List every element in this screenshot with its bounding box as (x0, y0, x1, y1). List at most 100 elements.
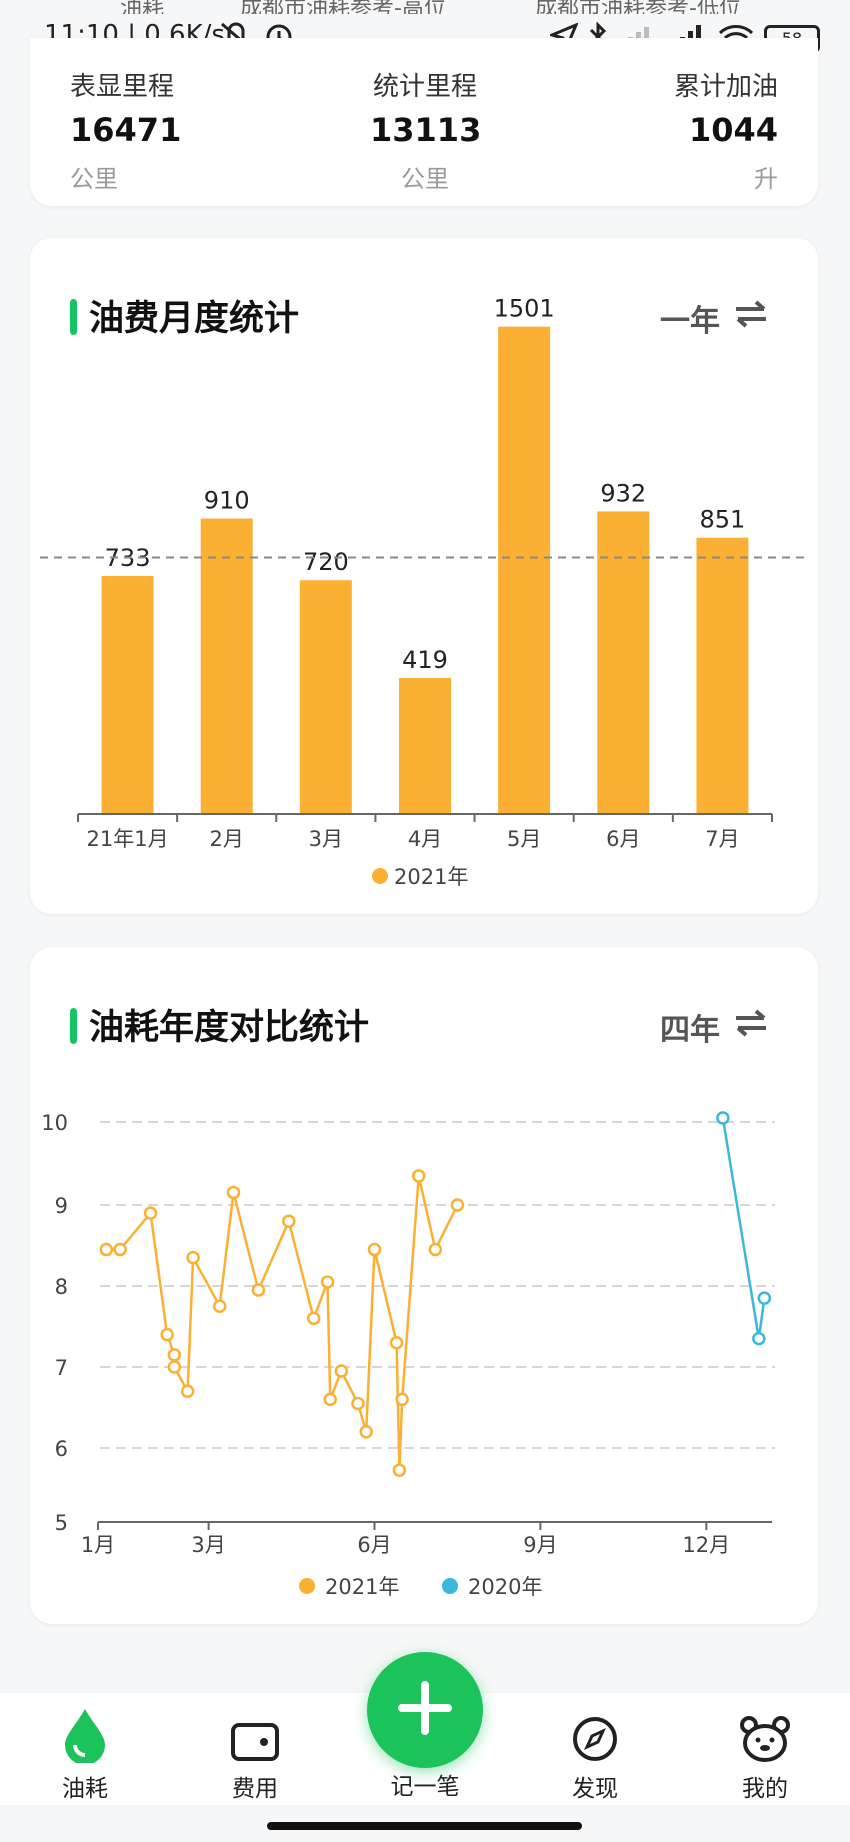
tab-label: 发现 (572, 1776, 618, 1802)
summary-odometer: 表显里程 16471 公里 (70, 66, 181, 194)
bar-2 (200, 518, 253, 814)
x-tick-label: 9月 (523, 1533, 557, 1557)
bar-5 (498, 326, 551, 814)
summary-unit: 公里 (401, 165, 449, 193)
range-label: 四年 (660, 1013, 720, 1048)
data-point (389, 1335, 404, 1350)
data-point (306, 1311, 321, 1326)
plus-icon (398, 1681, 452, 1739)
tab-expense[interactable]: 费用 (195, 1693, 315, 1803)
legend-label-2021: 2021年 (394, 865, 468, 889)
tab-label: 费用 (232, 1776, 278, 1802)
legend-high-cut: 成都市油耗参考-高位 (240, 0, 446, 14)
data-point (143, 1206, 158, 1220)
bar-data-label: 851 (700, 506, 746, 534)
bar-3 (299, 580, 352, 814)
legend-label-2021: 2021年 (325, 1575, 399, 1599)
tab-fuel[interactable]: 油耗 (25, 1693, 145, 1803)
summary-card: 表显里程 16471 公里 统计里程 13113 公里 累计加油 1044 升 (30, 38, 818, 206)
add-record-button[interactable] (367, 1652, 483, 1768)
data-point (351, 1396, 365, 1411)
data-point (167, 1360, 182, 1374)
card-title: 油耗年度对比统计 (70, 999, 369, 1050)
x-tick-label: 7月 (705, 827, 739, 851)
data-point (251, 1283, 266, 1297)
title-accent-bar (70, 1008, 77, 1044)
card-title-text: 油费月度统计 (89, 299, 300, 339)
x-tick-label: 6月 (606, 827, 640, 851)
series-line-2021 (106, 1175, 459, 1471)
data-point (99, 1242, 114, 1257)
data-point (186, 1250, 200, 1265)
x-tick-label: 6月 (357, 1533, 391, 1557)
monthly-bar-chart: 73321年1月9102月7203月4194月15015月9326月8517月2… (40, 295, 808, 889)
legend-marker-2021 (372, 868, 388, 884)
compass-icon (535, 1693, 655, 1763)
data-point (320, 1275, 335, 1289)
summary-tracked-mileage: 统计里程 13113 公里 (370, 66, 482, 194)
x-tick-label: 4月 (408, 827, 442, 851)
legend-label-2020: 2020年 (468, 1575, 542, 1599)
data-point (282, 1214, 296, 1228)
summary-value: 16471 (70, 111, 182, 149)
summary-label: 统计里程 (372, 72, 477, 102)
range-switch[interactable]: 四年 (660, 1005, 768, 1049)
bar-data-label: 720 (303, 548, 349, 576)
card-title-text: 油耗年度对比统计 (89, 1008, 370, 1048)
data-point (113, 1242, 127, 1257)
data-point (212, 1299, 227, 1313)
yearly-line-chart: 5 6 7 8 9 10 1月 3月 6月 9月 12月 2021年 2020年 (41, 1111, 775, 1599)
x-tick-label: 1月 (81, 1533, 115, 1557)
bar-1 (101, 576, 154, 814)
data-point (450, 1198, 465, 1212)
legend-fuel-cut: 油耗 (120, 0, 165, 14)
x-tick-label: 2月 (210, 827, 244, 851)
series-line-2020 (721, 1117, 766, 1339)
swap-icon (734, 1008, 768, 1046)
y-tick-label: 7 (55, 1356, 68, 1380)
tab-label: 记一笔 (390, 1774, 460, 1800)
data-point (395, 1392, 409, 1407)
data-point (367, 1242, 382, 1257)
y-tick-label: 5 (55, 1511, 68, 1535)
bar-6 (597, 511, 650, 814)
swap-icon (734, 299, 768, 337)
data-point (716, 1111, 730, 1125)
data-point (359, 1425, 373, 1439)
summary-label: 累计加油 (673, 72, 778, 102)
bar-data-label: 419 (402, 646, 448, 674)
drop-icon (25, 1693, 145, 1763)
data-point (323, 1392, 338, 1407)
data-point (334, 1364, 349, 1378)
tab-label: 我的 (742, 1776, 788, 1802)
summary-unit: 公里 (70, 165, 118, 193)
data-point (180, 1384, 195, 1399)
legend-marker-2020 (442, 1578, 458, 1594)
summary-label: 表显里程 (70, 72, 175, 102)
card-title: 油费月度统计 (70, 290, 299, 341)
x-tick-label: 21年1月 (87, 827, 169, 851)
bar-data-label: 910 (204, 487, 250, 515)
x-tick-label: 12月 (682, 1533, 730, 1557)
x-tick-label: 3月 (309, 827, 343, 851)
summary-value: 13113 (370, 111, 482, 149)
y-tick-label: 10 (41, 1111, 68, 1135)
summary-value: 1044 (688, 111, 778, 149)
y-tick-label: 6 (55, 1437, 68, 1461)
y-tick-label: 8 (55, 1275, 68, 1299)
legend-low-cut: 成都市油耗参考-低位 (535, 0, 741, 14)
tab-mine[interactable]: 我的 (705, 1693, 825, 1803)
top-legend-cut: 油耗 成都市油耗参考-高位 成都市油耗参考-低位 (0, 0, 850, 14)
x-tick-label: 5月 (507, 827, 541, 851)
bear-icon (705, 1693, 825, 1763)
range-switch[interactable]: 一年 (660, 296, 768, 340)
data-point (757, 1291, 772, 1305)
data-point (167, 1348, 182, 1362)
range-label: 一年 (660, 304, 720, 339)
wallet-icon (195, 1693, 315, 1763)
title-accent-bar (70, 299, 77, 335)
data-point (392, 1463, 407, 1477)
tab-add-record[interactable]: 记一笔 (365, 1761, 485, 1801)
x-tick-label: 3月 (191, 1533, 225, 1557)
tab-discover[interactable]: 发现 (535, 1693, 655, 1803)
